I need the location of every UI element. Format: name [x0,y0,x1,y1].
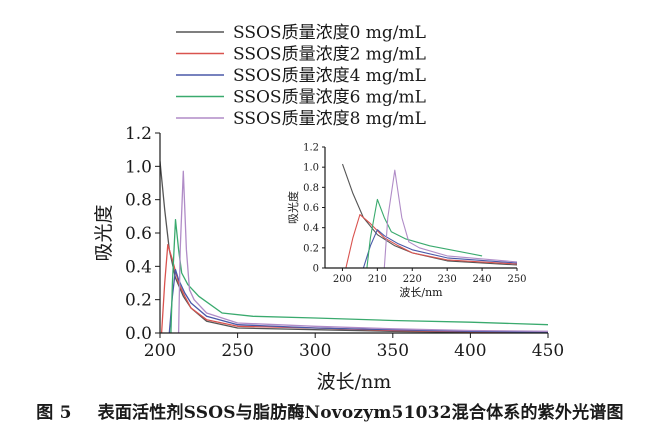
inset-x-tick-label: 200 [333,274,352,285]
main-series-line-3 [170,219,548,333]
main-y-tick-label: 0.8 [125,191,152,211]
inset-x-tick-label: 220 [403,274,422,285]
main-y-tick-label: 0.0 [125,324,152,344]
main-x-tick-label: 400 [454,341,486,361]
inset-x-tick-label: 210 [368,274,387,285]
main-y-axis-label: 吸光度 [93,204,115,261]
inset-series-line-2 [362,229,517,268]
legend-label-4: SSOS质量浓度8 mg/mL [233,109,426,129]
main-series-line-4 [177,170,548,333]
main-x-tick-label: 300 [299,341,331,361]
main-series-line-1 [160,244,548,333]
inset-x-tick-label: 230 [438,274,457,285]
main-series-line-0 [160,161,548,333]
figure-caption: 图 5 表面活性剂SSOS与脂肪酶Novozym51032混合体系的紫外光谱图 [0,398,660,423]
main-y-tick-label: 0.2 [125,291,152,311]
inset-x-tick-label: 240 [473,274,492,285]
main-x-tick-label: 350 [377,341,409,361]
inset-x-axis-label: 波长/nm [399,286,443,299]
main-x-axis-label: 波长/nm [317,371,392,393]
main-x-tick-label: 450 [532,341,564,361]
inset-plot: 200 210 220 230 240 250 0 0.2 0.4 0.6 0.8 1.0 1.2 波长/… [286,143,527,300]
inset-series-line-1 [345,214,517,268]
main-y-tick-label: 1.0 [125,157,152,177]
inset-y-tick-label: 0.4 [303,223,319,234]
inset-y-tick-label: 0.2 [303,243,319,254]
legend-label-2: SSOS质量浓度4 mg/mL [233,66,426,86]
legend-label-1: SSOS质量浓度2 mg/mL [233,45,426,65]
inset-y-tick-label: 0.6 [303,203,319,214]
main-x-tick-label: 200 [144,341,176,361]
legend-label-3: SSOS质量浓度6 mg/mL [233,88,426,108]
inset-series-line-4 [383,169,517,268]
legend-label-0: SSOS质量浓度0 mg/mL [233,23,426,43]
inset-y-axis-label: 吸光度 [286,191,300,224]
inset-x-tick-label: 250 [507,274,526,285]
main-series-line-2 [168,269,548,333]
main-plot: 200 250 300 350 400 450 0.0 0.2 0.4 0.6 0.8 1.0 1.2 波… [93,124,564,393]
main-y-tick-label: 1.2 [125,124,152,144]
inset-y-tick-label: 0.8 [303,183,319,194]
caption-number: 图 5 [36,403,72,423]
inset-y-tick-label: 1.0 [303,163,319,174]
caption-text: 表面活性剂SSOS与脂肪酶Novozym51032混合体系的紫外光谱图 [97,403,624,423]
inset-y-tick-label: 0 [313,264,319,275]
inset-y-tick-label: 1.2 [303,143,319,154]
main-y-tick-label: 0.6 [125,224,152,244]
main-y-tick-label: 0.4 [125,257,152,277]
main-x-tick-label: 250 [221,341,253,361]
